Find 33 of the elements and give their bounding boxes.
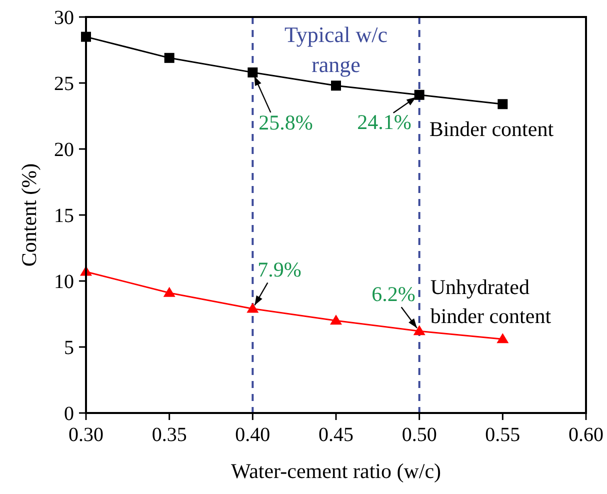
point	[496, 333, 509, 344]
data-label: 6.2%	[372, 282, 416, 306]
x-tick-label: 0.35	[152, 424, 187, 446]
y-axis-title: Content (%)	[17, 163, 41, 267]
x-tick-label: 0.30	[68, 424, 104, 446]
data-label: 25.8%	[258, 110, 313, 134]
y-tick-label: 15	[54, 205, 74, 227]
y-tick-label: 30	[54, 7, 74, 29]
x-tick-label: 0.55	[485, 424, 520, 446]
x-tick-label: 0.60	[568, 424, 604, 446]
point	[164, 52, 174, 63]
y-tick-label: 10	[54, 271, 74, 293]
x-tick-label: 0.45	[318, 424, 354, 446]
x-tick-label: 0.50	[402, 424, 437, 446]
point	[498, 99, 508, 110]
y-tick-label: 0	[64, 403, 74, 425]
x-axis-title: Water-cement ratio (w/c)	[230, 459, 442, 483]
y-tick-label: 25	[54, 73, 74, 95]
point	[163, 286, 176, 297]
data-label: 24.1%	[357, 110, 412, 134]
annotation: Typical w/c range	[284, 22, 388, 77]
series-label: Unhydrated binder content	[430, 275, 552, 328]
y-tick-label: 20	[54, 139, 74, 161]
point	[248, 67, 258, 78]
point	[414, 90, 424, 100]
x-tick-label: 0.40	[235, 424, 270, 446]
point	[246, 302, 259, 313]
legend-label: Binder content	[429, 116, 554, 141]
point	[330, 314, 342, 325]
data-label: 7.9%	[258, 258, 302, 282]
point	[331, 80, 341, 91]
point	[413, 325, 426, 336]
y-tick-label: 5	[64, 337, 74, 359]
